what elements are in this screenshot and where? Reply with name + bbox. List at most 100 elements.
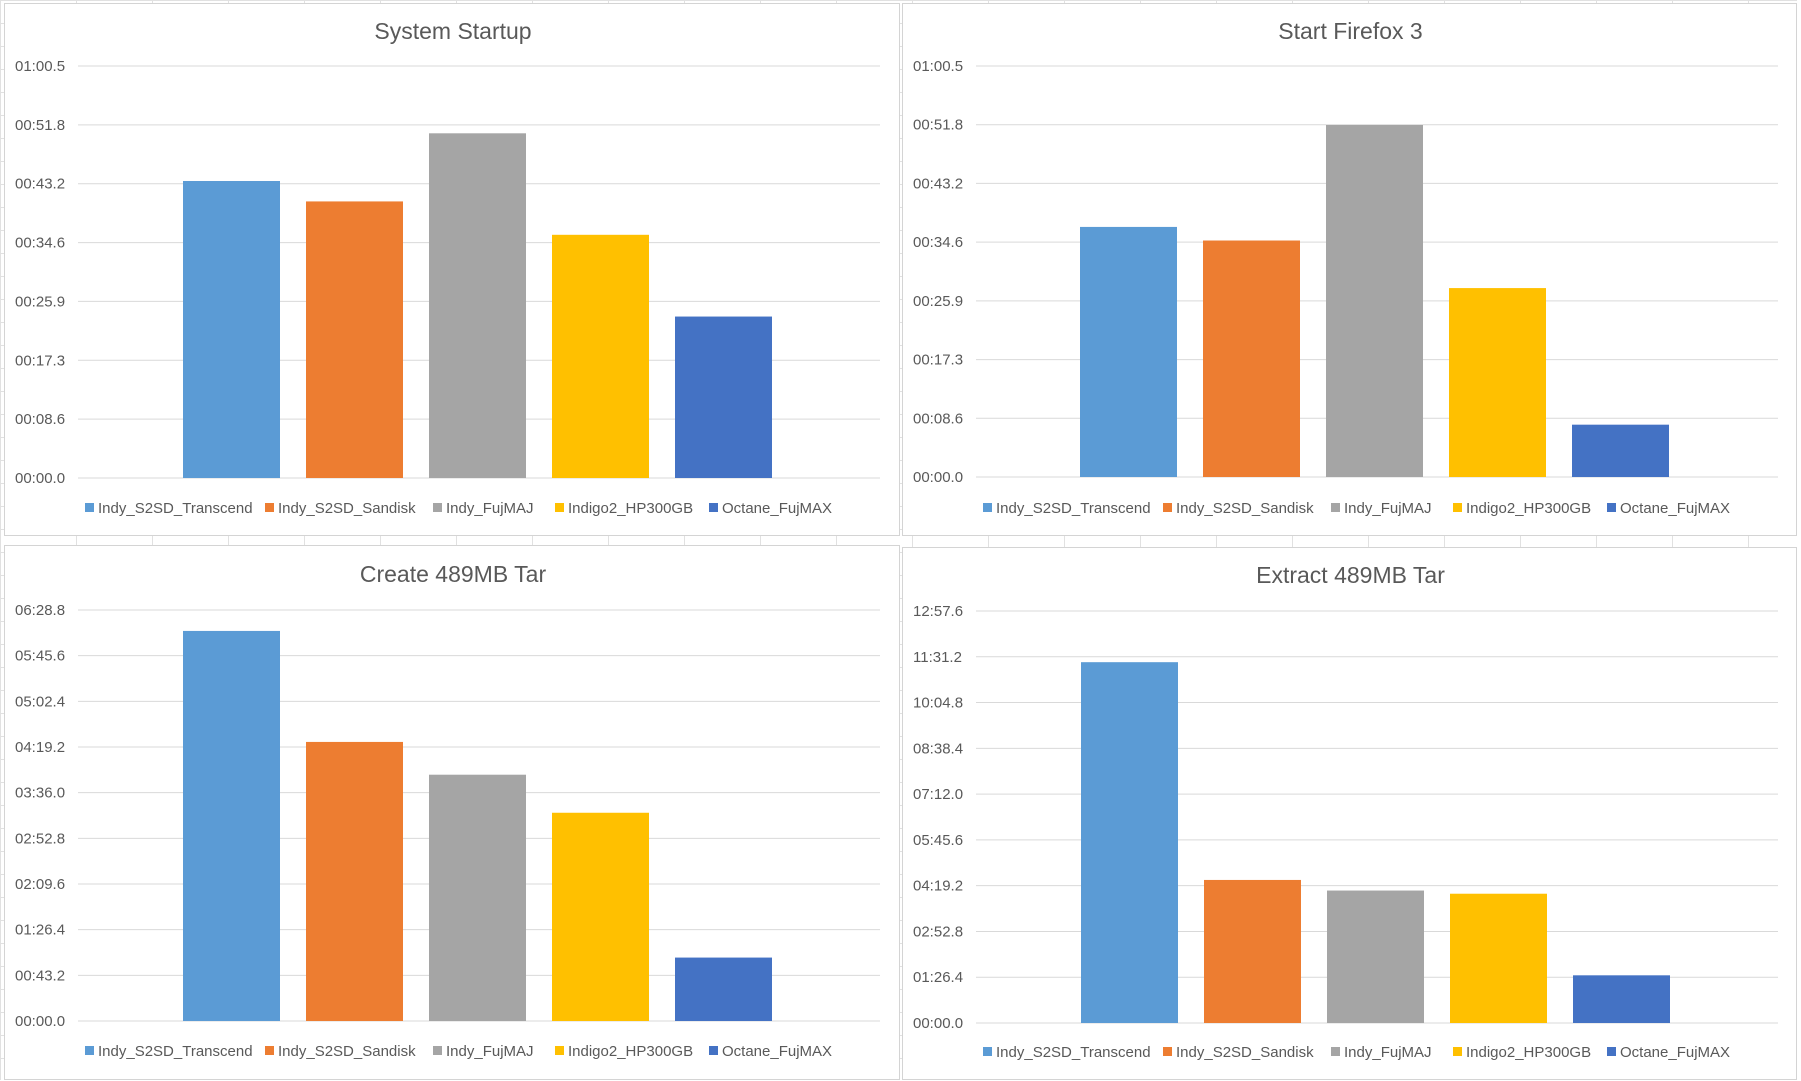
y-tick-label: 00:25.9 xyxy=(913,293,963,310)
bar-indy-s2sd-sandisk[interactable] xyxy=(306,201,403,479)
y-tick-label: 10:04.8 xyxy=(913,695,963,712)
y-tick-label: 04:19.2 xyxy=(913,878,963,895)
legend-label: Indy_S2SD_Transcend xyxy=(996,500,1151,517)
y-tick-label: 00:08.6 xyxy=(15,411,65,428)
bar-indy-s2sd-transcend[interactable] xyxy=(1080,226,1177,477)
bar-indy-s2sd-transcend[interactable] xyxy=(183,180,280,478)
bar-indigo2-hp300gb[interactable] xyxy=(552,234,649,478)
legend-label: Octane_FujMAX xyxy=(1620,500,1730,517)
legend-swatch xyxy=(1453,503,1462,512)
y-tick-label: 12:57.6 xyxy=(913,603,963,620)
bar-indy-fujmaj[interactable] xyxy=(1327,890,1424,1023)
legend-swatch xyxy=(555,503,564,512)
legend-label: Indy_FujMAJ xyxy=(1344,500,1432,517)
legend-swatch xyxy=(555,1046,564,1055)
y-tick-label: 01:26.4 xyxy=(15,922,65,939)
legend-label: Indy_S2SD_Sandisk xyxy=(1176,500,1314,517)
y-tick-label: 05:02.4 xyxy=(15,693,65,710)
bar-octane-fujmax[interactable] xyxy=(675,316,772,478)
y-tick-label: 00:17.3 xyxy=(15,352,65,369)
y-tick-label: 11:31.2 xyxy=(913,649,962,666)
chart-title: Start Firefox 3 xyxy=(1278,18,1422,44)
bar-indy-fujmaj[interactable] xyxy=(429,133,526,478)
legend-label: Indigo2_HP300GB xyxy=(568,1043,693,1060)
y-tick-label: 01:26.4 xyxy=(913,969,963,986)
legend-swatch xyxy=(433,503,442,512)
legend-label: Octane_FujMAX xyxy=(1620,1044,1730,1061)
bar-octane-fujmax[interactable] xyxy=(675,957,772,1021)
bar-indigo2-hp300gb[interactable] xyxy=(1450,893,1547,1023)
legend-swatch xyxy=(265,503,274,512)
y-tick-label: 01:00.5 xyxy=(15,58,65,75)
chart-create-489mb-tar[interactable]: Create 489MB Tar 00:00.0 00:43.2 01:26.4 02:… xyxy=(4,545,900,1080)
bar-octane-fujmax[interactable] xyxy=(1572,424,1669,477)
y-tick-label: 00:00.0 xyxy=(15,470,65,487)
y-tick-label: 00:43.2 xyxy=(15,967,65,984)
chart-title: Extract 489MB Tar xyxy=(1256,562,1445,588)
y-tick-label: 00:34.6 xyxy=(15,235,65,252)
y-tick-label: 00:00.0 xyxy=(15,1013,65,1030)
legend-swatch xyxy=(709,503,718,512)
y-tick-label: 00:00.0 xyxy=(913,469,963,486)
legend-swatch xyxy=(1607,1047,1616,1056)
bar-indy-fujmaj[interactable] xyxy=(429,774,526,1021)
y-tick-label: 02:09.6 xyxy=(15,876,65,893)
legend-label: Indigo2_HP300GB xyxy=(568,500,693,517)
bar-indigo2-hp300gb[interactable] xyxy=(1449,288,1546,477)
bar-indy-s2sd-sandisk[interactable] xyxy=(1204,879,1301,1023)
y-tick-label: 05:45.6 xyxy=(913,832,963,849)
legend-label: Indy_FujMAJ xyxy=(446,1043,534,1060)
bar-indy-s2sd-transcend[interactable] xyxy=(1081,662,1178,1023)
y-tick-label: 00:43.2 xyxy=(913,175,963,192)
chart-title: System Startup xyxy=(374,18,531,44)
chart-extract-489mb-tar[interactable]: Extract 489MB Tar 00:00.0 01:26.4 02:52.8 04… xyxy=(902,547,1797,1080)
bar-indy-s2sd-transcend[interactable] xyxy=(183,630,280,1021)
legend-label: Indy_S2SD_Sandisk xyxy=(278,1043,416,1060)
y-tick-label: 04:19.2 xyxy=(15,739,65,756)
bar-indigo2-hp300gb[interactable] xyxy=(552,812,649,1021)
legend-swatch xyxy=(1453,1047,1462,1056)
legend-label: Octane_FujMAX xyxy=(722,1043,832,1060)
bar-indy-s2sd-sandisk[interactable] xyxy=(306,741,403,1021)
legend-swatch xyxy=(85,1046,94,1055)
legend-swatch xyxy=(1163,1047,1172,1056)
chart-start-firefox-3[interactable]: Start Firefox 3 00:00.0 00:08.6 00:17.3 00:2… xyxy=(902,3,1797,536)
bar-indy-s2sd-sandisk[interactable] xyxy=(1203,240,1300,477)
bar-octane-fujmax[interactable] xyxy=(1573,975,1670,1023)
y-tick-label: 00:34.6 xyxy=(913,234,963,251)
chart-system-startup[interactable]: System Startup 00:00.0 00:08.6 00:17.3 00:25… xyxy=(4,3,900,536)
legend-label: Indy_S2SD_Transcend xyxy=(98,500,253,517)
legend-label: Indy_FujMAJ xyxy=(446,500,534,517)
y-tick-label: 07:12.0 xyxy=(913,786,963,803)
legend-swatch xyxy=(1607,503,1616,512)
legend-label: Indigo2_HP300GB xyxy=(1466,500,1591,517)
y-tick-label: 03:36.0 xyxy=(15,785,65,802)
legend-label: Octane_FujMAX xyxy=(722,500,832,517)
legend-label: Indy_FujMAJ xyxy=(1344,1044,1432,1061)
window-edge xyxy=(1797,0,1801,1080)
chart-svg: System Startup 00:00.0 00:08.6 00:17.3 00:25… xyxy=(15,18,880,517)
legend-swatch xyxy=(85,503,94,512)
y-tick-label: 02:52.8 xyxy=(913,923,963,940)
legend-label: Indy_S2SD_Sandisk xyxy=(278,500,416,517)
legend-label: Indy_S2SD_Transcend xyxy=(98,1043,253,1060)
y-tick-label: 00:51.8 xyxy=(913,117,963,134)
y-tick-label: 02:52.8 xyxy=(15,830,65,847)
chart-title: Create 489MB Tar xyxy=(360,561,547,587)
legend-swatch xyxy=(983,503,992,512)
chart-svg: Start Firefox 3 00:00.0 00:08.6 00:17.3 00:2… xyxy=(913,18,1778,517)
chart-svg: Create 489MB Tar 00:00.0 00:43.2 01:26.4 02:… xyxy=(15,561,880,1060)
legend-swatch xyxy=(265,1046,274,1055)
y-tick-label: 00:08.6 xyxy=(913,410,963,427)
y-tick-label: 05:45.6 xyxy=(15,648,65,665)
legend-swatch xyxy=(1163,503,1172,512)
y-tick-label: 01:00.5 xyxy=(913,58,963,75)
y-tick-label: 00:25.9 xyxy=(15,293,65,310)
legend-label: Indy_S2SD_Transcend xyxy=(996,1044,1151,1061)
y-tick-label: 06:28.8 xyxy=(15,602,65,619)
legend-swatch xyxy=(1331,1047,1340,1056)
chart-svg: Extract 489MB Tar 00:00.0 01:26.4 02:52.8 04… xyxy=(913,562,1778,1061)
legend-swatch xyxy=(709,1046,718,1055)
bar-indy-fujmaj[interactable] xyxy=(1326,124,1423,477)
y-tick-label: 00:17.3 xyxy=(913,352,963,369)
